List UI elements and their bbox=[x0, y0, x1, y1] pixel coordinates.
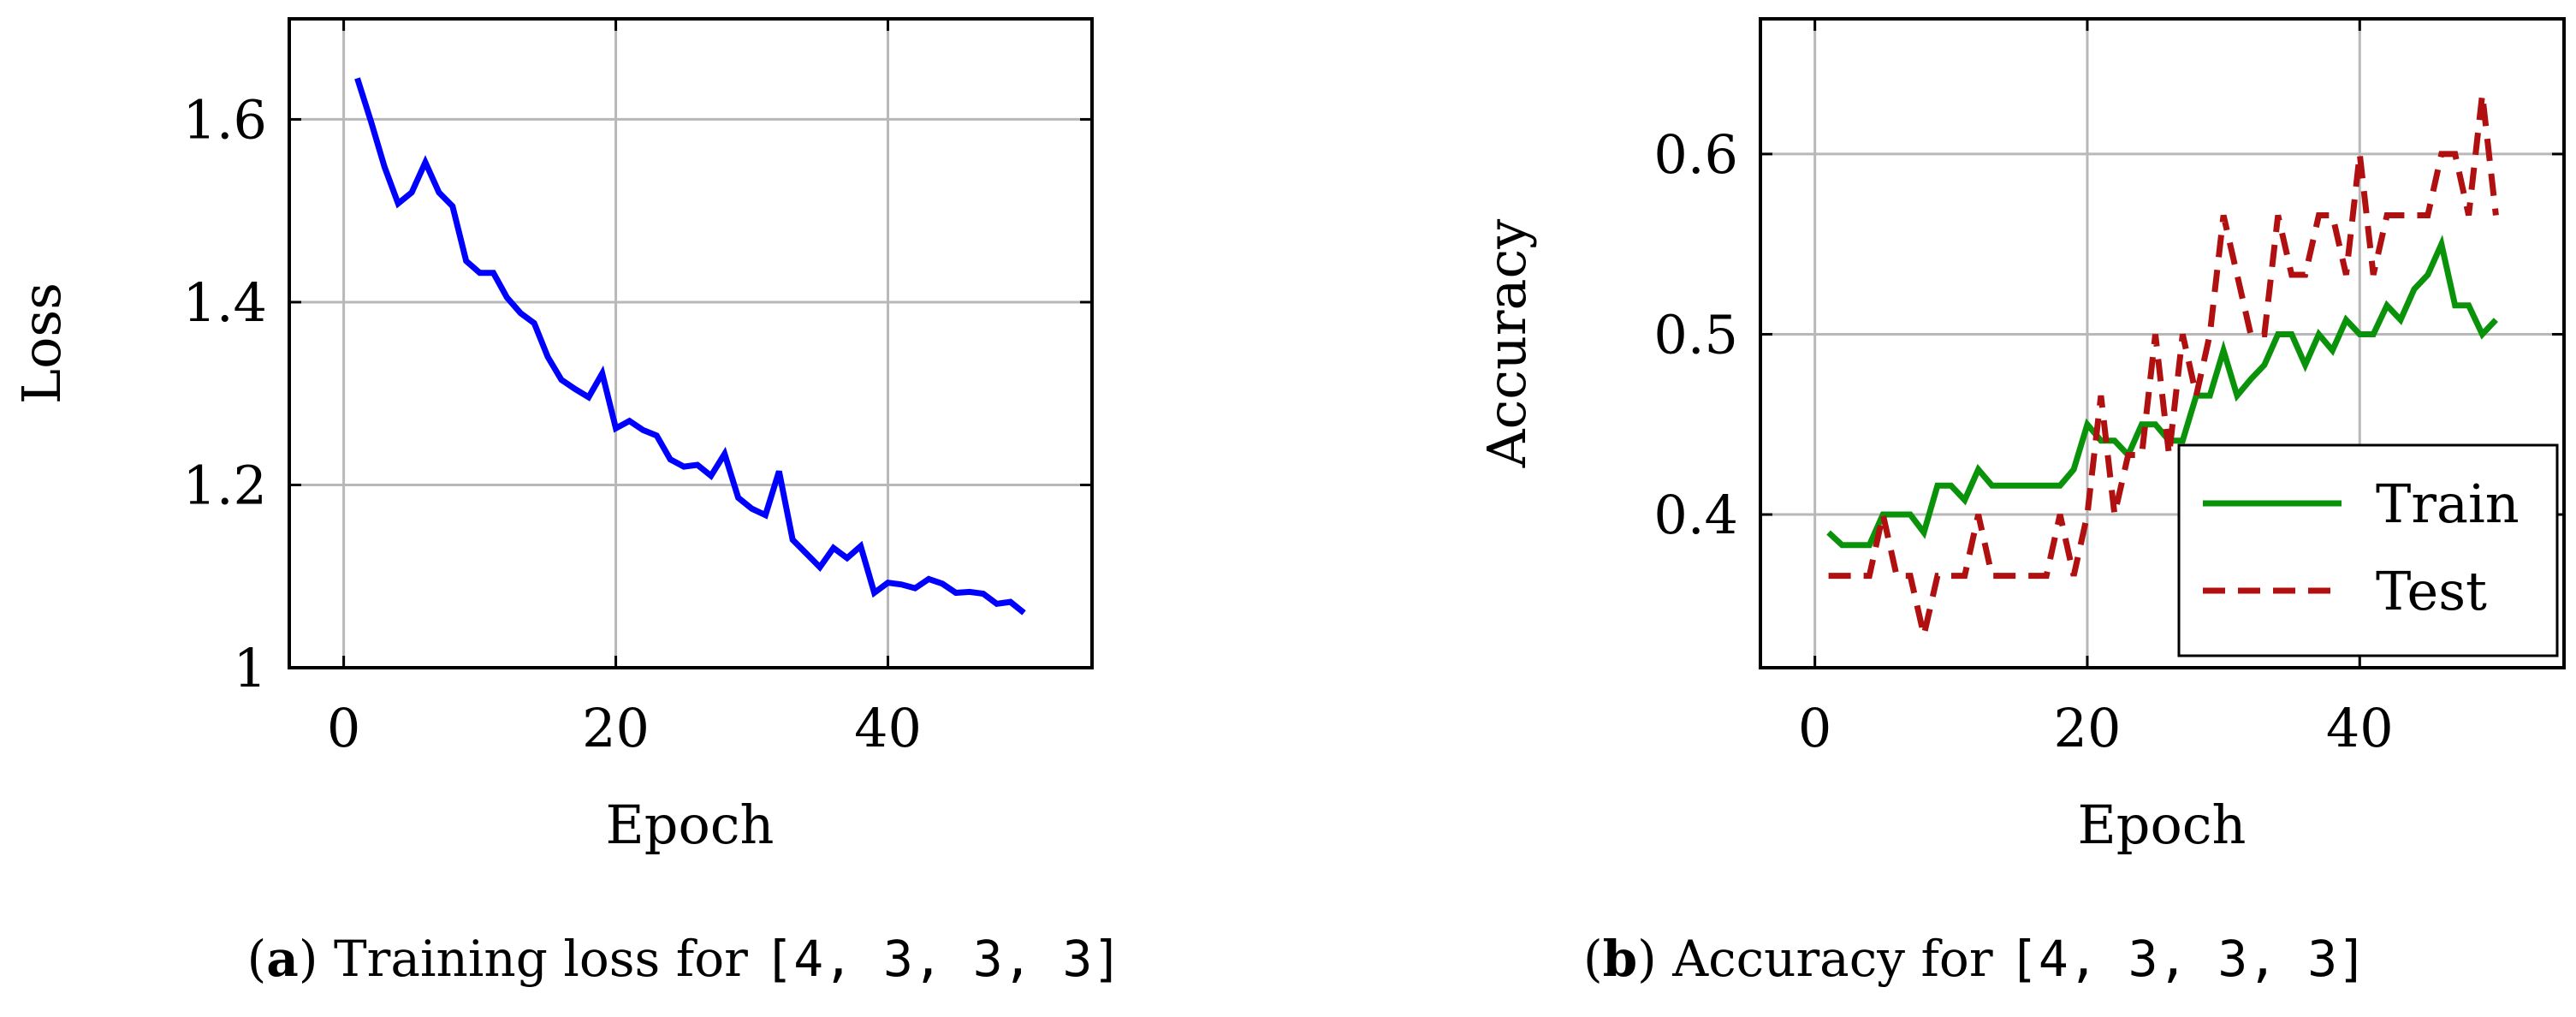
legend-box bbox=[2177, 443, 2559, 657]
accuracy-tick-labels: 0 20 40 0.4 0.5 0.6 bbox=[1653, 123, 2393, 759]
caption-a-letter: a bbox=[266, 930, 299, 988]
y-tick-label: 1.4 bbox=[182, 271, 267, 334]
series-line-test bbox=[1828, 94, 2499, 636]
loss-x-axis-label: Epoch bbox=[606, 794, 775, 856]
x-tick-label: 0 bbox=[327, 697, 360, 759]
legend-label-train: Train bbox=[2376, 473, 2520, 535]
x-tick-label: 0 bbox=[1798, 697, 1831, 759]
loss-lines bbox=[354, 77, 1026, 616]
y-tick-label: 1 bbox=[234, 637, 267, 699]
caption-a: (a) Training loss for [4, 3, 3, 3] bbox=[247, 930, 1123, 988]
legend-label-test: Test bbox=[2376, 560, 2487, 622]
y-tick-label: 1.6 bbox=[182, 88, 267, 151]
caption-a-open: ( bbox=[247, 930, 267, 988]
caption-b: (b) Accuracy for [4, 3, 3, 3] bbox=[1583, 930, 2367, 988]
y-tick-label: 1.2 bbox=[182, 454, 267, 516]
caption-b-text: Accuracy for bbox=[1657, 930, 2009, 988]
loss-grid bbox=[289, 19, 1092, 669]
accuracy-legend: Train Test bbox=[2177, 443, 2559, 657]
caption-b-letter: b bbox=[1603, 930, 1638, 988]
x-tick-label: 40 bbox=[854, 697, 922, 759]
y-tick-label: 0.5 bbox=[1653, 303, 1738, 366]
loss-plot-frame bbox=[288, 17, 1094, 669]
loss-chart: 0 20 40 1 1.2 1.4 1.6 Epoch Loss bbox=[10, 17, 1094, 856]
caption-a-code: [4, 3, 3, 3] bbox=[763, 930, 1122, 988]
accuracy-x-axis-label: Epoch bbox=[2078, 794, 2247, 856]
x-tick-label: 40 bbox=[2326, 697, 2394, 759]
caption-a-close: ) bbox=[299, 930, 318, 988]
accuracy-lines bbox=[1826, 94, 2499, 636]
caption-b-code: [4, 3, 3, 3] bbox=[2009, 930, 2367, 988]
y-tick-label: 0.6 bbox=[1653, 123, 1738, 186]
accuracy-plot-frame bbox=[1759, 17, 2566, 669]
loss-y-axis-label: Loss bbox=[10, 282, 73, 404]
series-line-a-0 bbox=[354, 77, 1026, 616]
x-tick-label: 20 bbox=[2054, 697, 2122, 759]
series-line-train bbox=[1826, 235, 2498, 549]
caption-b-open: ( bbox=[1583, 930, 1603, 988]
x-tick-label: 20 bbox=[582, 697, 650, 759]
accuracy-y-axis-label: Accuracy bbox=[1475, 219, 1538, 469]
y-tick-label: 0.4 bbox=[1653, 484, 1738, 546]
caption-a-text: Training loss for bbox=[318, 930, 764, 988]
accuracy-chart: 0 20 40 0.4 0.5 0.6 Epoch Accuracy Train Test bbox=[1475, 17, 2566, 856]
caption-b-close: ) bbox=[1637, 930, 1657, 988]
loss-tick-labels: 0 20 40 1 1.2 1.4 1.6 bbox=[182, 88, 922, 759]
